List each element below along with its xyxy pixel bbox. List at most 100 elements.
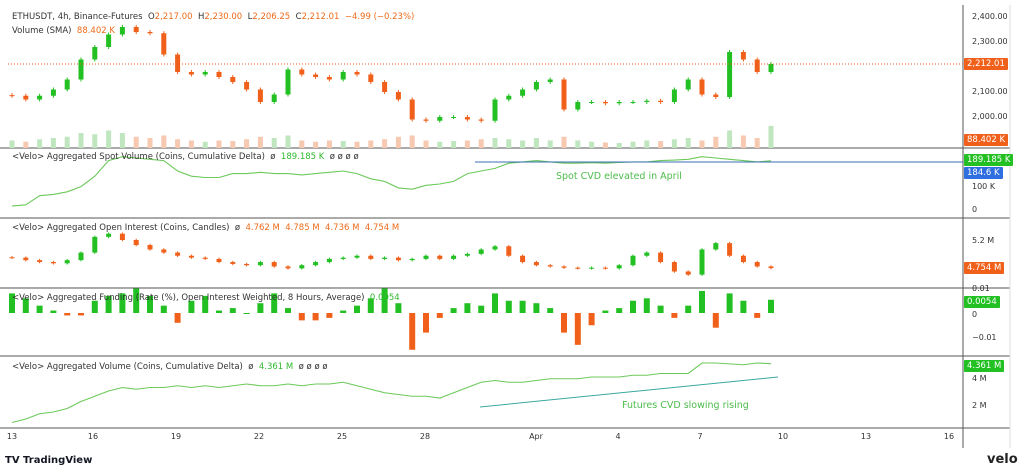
volume-bar [768,125,774,148]
price-candle [602,102,608,104]
oi-candle [630,255,636,266]
price-candle [9,95,15,97]
vol-cvd-title: <Velo> Aggregated Volume (Coins, Cumulat… [12,362,243,372]
price-candle [533,82,539,90]
oi-candle [713,243,719,250]
volume-bar [713,136,719,148]
funding-bar [699,290,705,313]
oi-low: 4.736 M [325,223,360,233]
vol-null: ø [248,362,254,372]
time-tick: 16 [87,432,99,441]
price-candle [768,63,774,72]
close-value: 2,212.01 [301,12,340,22]
oi-candle [106,233,112,237]
price-candle [464,117,470,120]
oi-candle [437,255,443,259]
price-candle [630,102,636,103]
oi-close: 4.754 M [364,223,400,233]
volume-bar [147,138,153,148]
oi-candle [147,245,153,250]
funding-legend: <Velo> Aggregated Funding (Rate (%), Ope… [12,293,400,303]
funding-bar [243,313,250,314]
volume-bar [92,134,98,148]
funding-tick: 0 [972,310,978,319]
funding-bar [616,308,623,313]
vol-nulls: ø ø ø ø [298,362,328,372]
tradingview-icon: 𝗧𝗩 [5,455,20,466]
price-candle [589,102,595,103]
oi-candle [50,262,56,264]
volume-bar [478,139,484,148]
oi-legend: <Velo> Aggregated Open Interest (Coins, … [12,223,399,233]
oi-candle [368,255,374,259]
funding-bar [188,300,195,313]
price-candle [727,52,733,97]
volume-bar [23,141,29,148]
funding-bar [354,305,360,313]
oi-candle [9,257,15,259]
price-candle [575,102,581,110]
symbol-label: ETHUSDT, 4h, Binance-Futures [12,12,143,22]
price-candle [671,89,677,102]
funding-bar [216,310,222,313]
volume-bar [740,135,746,148]
funding-bar [105,295,112,313]
price-candle [478,119,484,121]
time-tick: 22 [253,432,265,441]
price-candle [547,79,553,82]
funding-bar [492,293,498,313]
time-tick: 19 [170,432,182,441]
funding-bar [340,310,347,313]
price-candle [740,52,746,60]
funding-bar [395,303,402,313]
spot-null: ø [270,152,276,162]
volume-bar [382,139,388,148]
price-candle [299,69,305,75]
funding-bar [588,313,595,326]
oi-candle [671,262,677,272]
oi-candle [271,262,277,267]
volume-bar [299,140,305,148]
price-candle [616,102,622,104]
volume-label: Volume (SMA) [12,26,72,36]
oi-candle [754,262,760,267]
volume-bar [658,141,664,148]
funding-bar [409,313,416,350]
price-candle [754,59,760,72]
price-candle [451,117,457,118]
funding-bar [685,305,692,313]
volume-bar [423,140,429,148]
price-candle [520,89,526,96]
volume-bar [257,136,263,148]
price-candle [188,72,194,75]
oi-candle [575,267,581,269]
volume-bar [754,138,760,148]
oi-null: ø [234,223,241,233]
volume-bar [50,138,56,148]
oi-candle [188,255,194,258]
price-candle [37,95,43,100]
funding-bar [36,305,43,313]
volume-bar [119,133,125,148]
oi-candle [37,260,43,263]
spot-cvd-legend: <Velo> Aggregated Spot Volume (Coins, Cu… [12,152,359,162]
tradingview-logo[interactable]: 𝗧𝗩 TradingView [5,455,92,466]
funding-bar [22,298,29,313]
oi-candle [285,266,291,269]
hline-tag: 184.6 K [964,167,1003,179]
oi-candle [740,255,746,263]
oi-candle [589,267,595,269]
volume-bar [216,140,222,148]
close-label: C [295,12,302,22]
price-tick: 2,000.00 [972,112,1008,121]
time-tick: 13 [6,432,18,441]
volume-bar [464,140,470,148]
volume-bar [671,139,677,148]
price-candle [382,82,388,92]
oi-candle [658,252,664,263]
low-value: 2,206.25 [252,12,291,22]
oi-high: 4.785 M [285,223,320,233]
funding-bar [671,313,678,318]
volume-bar [175,139,181,148]
